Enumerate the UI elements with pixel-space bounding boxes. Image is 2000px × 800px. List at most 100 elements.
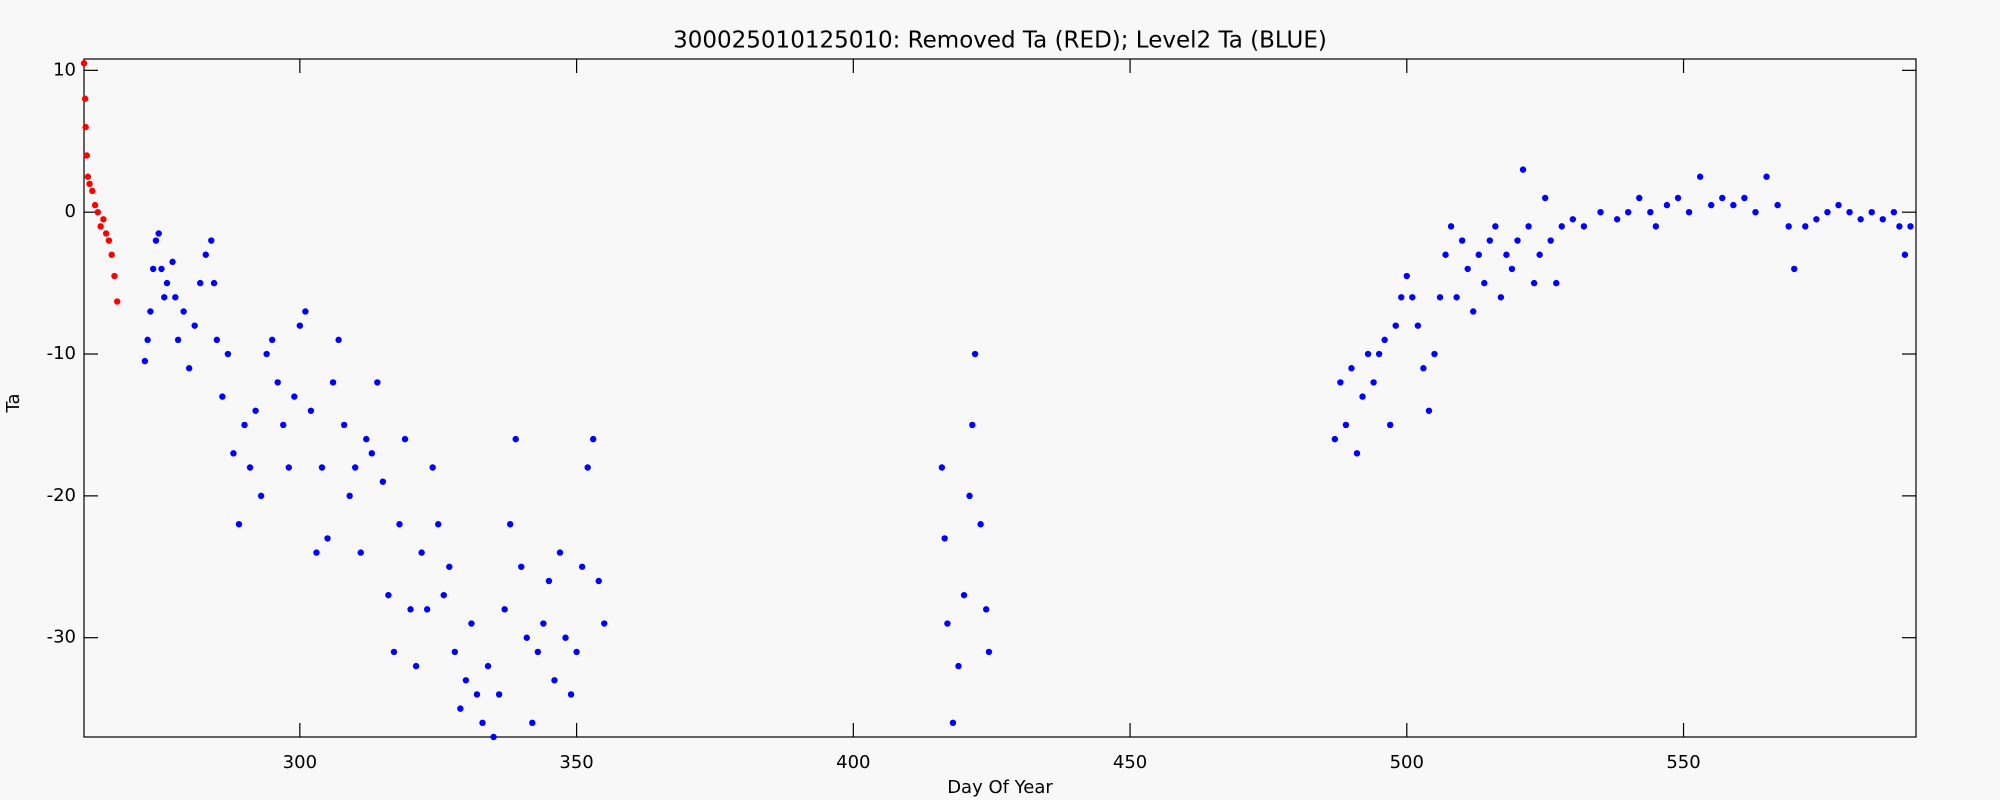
point	[152, 237, 160, 244]
point	[1342, 421, 1350, 429]
point	[210, 279, 218, 287]
point	[573, 648, 580, 656]
point	[91, 201, 99, 209]
point	[977, 521, 984, 528]
point	[1569, 216, 1577, 223]
point	[1613, 216, 1621, 223]
point	[1685, 208, 1693, 216]
point	[144, 336, 151, 344]
point	[944, 620, 951, 627]
point	[1386, 421, 1394, 429]
point	[368, 450, 376, 457]
point	[158, 265, 165, 273]
point	[83, 152, 90, 159]
point	[1525, 223, 1532, 230]
point	[412, 662, 420, 670]
point	[1901, 251, 1909, 258]
point	[1663, 201, 1671, 209]
point	[82, 123, 89, 131]
point	[149, 265, 157, 273]
point	[1392, 322, 1399, 329]
point	[155, 230, 162, 237]
point	[941, 535, 948, 542]
point	[302, 308, 309, 315]
point	[213, 336, 221, 344]
point	[235, 521, 243, 528]
point	[1696, 173, 1704, 180]
x-axis-label: Day Of Year	[947, 777, 1053, 798]
point	[335, 336, 342, 344]
plot-frame	[83, 58, 1917, 738]
point	[108, 251, 115, 258]
point	[545, 577, 553, 585]
point	[1868, 208, 1875, 216]
point	[1857, 216, 1864, 223]
point	[1730, 201, 1737, 209]
point	[1425, 407, 1433, 414]
point	[401, 435, 409, 443]
chart-title: 300025010125010: Removed Ta (RED); Level…	[673, 28, 1327, 54]
point	[1470, 308, 1477, 315]
point	[1458, 237, 1466, 244]
point	[296, 322, 304, 329]
point	[208, 237, 215, 244]
point	[81, 95, 89, 102]
point	[960, 591, 968, 599]
point	[1802, 223, 1809, 230]
point	[219, 393, 226, 400]
y-tick-label: -20	[47, 485, 76, 506]
point	[163, 279, 171, 287]
point	[1846, 208, 1853, 216]
point	[1414, 322, 1422, 329]
point	[567, 691, 575, 698]
point	[94, 208, 102, 216]
point	[1624, 208, 1632, 216]
point	[1763, 173, 1770, 180]
point	[241, 421, 248, 429]
point	[1558, 223, 1565, 230]
point	[971, 350, 979, 358]
point	[1503, 251, 1510, 258]
point	[197, 279, 204, 287]
point	[1652, 223, 1660, 230]
point	[1708, 201, 1715, 209]
point	[523, 634, 530, 641]
point	[147, 308, 154, 315]
point	[340, 421, 348, 429]
point	[1879, 216, 1886, 223]
point	[307, 407, 315, 414]
point	[479, 719, 486, 727]
point	[462, 677, 470, 684]
point	[1436, 294, 1444, 301]
x-tick-label: 400	[836, 752, 870, 773]
point	[174, 336, 182, 344]
point	[252, 407, 259, 414]
point	[313, 549, 320, 556]
point	[111, 272, 118, 280]
point	[595, 577, 602, 585]
point	[1409, 294, 1416, 301]
point	[601, 620, 608, 627]
point	[938, 464, 946, 471]
point	[1497, 294, 1505, 301]
point	[1536, 251, 1543, 258]
point	[484, 662, 492, 670]
point	[1519, 166, 1527, 173]
point	[1442, 251, 1449, 258]
point	[1353, 450, 1361, 457]
point	[418, 549, 425, 556]
point	[1896, 223, 1903, 230]
point	[540, 620, 547, 627]
point	[84, 173, 92, 180]
point	[185, 365, 193, 372]
point	[1580, 223, 1588, 230]
point	[291, 393, 298, 400]
point	[1907, 223, 1914, 230]
point	[161, 294, 168, 301]
y-tick-label: 10	[53, 59, 76, 80]
point	[584, 464, 591, 471]
point	[318, 464, 326, 471]
point	[280, 421, 287, 429]
